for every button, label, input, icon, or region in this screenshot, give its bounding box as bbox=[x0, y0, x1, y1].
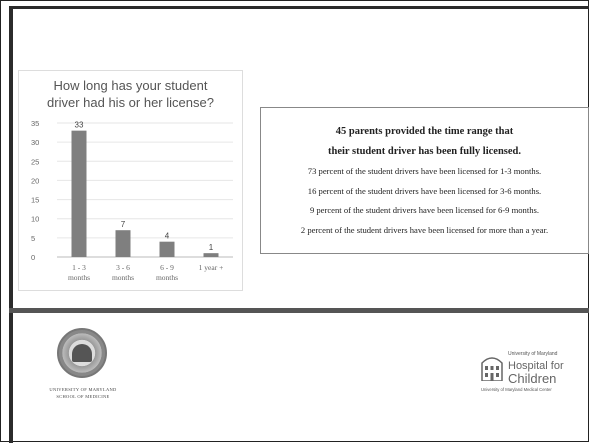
chart-title: How long has your student driver had his … bbox=[47, 78, 214, 110]
x-tick-label: 1 - 3 bbox=[72, 263, 86, 272]
x-tick-label: months bbox=[112, 273, 134, 282]
summary-line: 73 percent of the student drivers have b… bbox=[307, 166, 542, 176]
data-label: 4 bbox=[165, 232, 170, 241]
data-label: 7 bbox=[121, 220, 126, 229]
x-tick-label: 1 year + bbox=[199, 263, 224, 272]
data-label: 33 bbox=[75, 121, 84, 130]
y-tick-label: 25 bbox=[31, 157, 39, 166]
y-tick-label: 5 bbox=[31, 234, 35, 243]
x-tick-label: 3 - 6 bbox=[116, 263, 130, 272]
x-tick-label: months bbox=[68, 273, 90, 282]
data-label: 1 bbox=[209, 243, 214, 252]
y-tick-label: 35 bbox=[31, 119, 39, 128]
university-seal-icon bbox=[57, 328, 107, 378]
summary-line: 16 percent of the student drivers have b… bbox=[307, 185, 542, 196]
y-tick-label: 10 bbox=[31, 215, 39, 224]
x-tick-label: 6 - 9 bbox=[160, 263, 174, 272]
hospital-building-icon bbox=[481, 357, 503, 381]
university-logo: UNIVERSITY OF MARYLAND SCHOOL OF MEDICIN… bbox=[38, 324, 128, 410]
university-name: UNIVERSITY OF MARYLAND bbox=[49, 387, 117, 392]
hospital-tagline: University of Maryland Medical Center bbox=[481, 387, 552, 392]
chart-card: How long has your student driver had his … bbox=[18, 70, 243, 291]
y-tick-label: 15 bbox=[31, 196, 39, 205]
summary-box: 45 parents provided the time range that … bbox=[260, 107, 589, 254]
y-tick-label: 20 bbox=[31, 176, 39, 185]
school-name: SCHOOL OF MEDICINE bbox=[56, 394, 110, 399]
bar bbox=[71, 130, 87, 257]
bar bbox=[115, 230, 131, 257]
summary-headline-2: their student driver has been fully lice… bbox=[328, 146, 521, 157]
divider-bar bbox=[9, 308, 589, 313]
hospital-university-label: University of Maryland bbox=[508, 351, 558, 357]
hospital-logo: University of Maryland Hospital for Chil… bbox=[481, 351, 576, 401]
y-tick-label: 30 bbox=[31, 138, 39, 147]
y-tick-label: 0 bbox=[31, 253, 35, 262]
bar bbox=[203, 253, 219, 257]
top-frame bbox=[9, 6, 589, 308]
summary-line: 2 percent of the student drivers have be… bbox=[300, 224, 549, 235]
summary-headline-1: 45 parents provided the time range that bbox=[335, 126, 514, 137]
summary-line: 9 percent of the student drivers have be… bbox=[309, 205, 540, 215]
bar bbox=[159, 241, 175, 257]
bottom-frame bbox=[9, 313, 13, 443]
hospital-name-2: Children bbox=[508, 371, 557, 386]
hospital-name-1: Hospital for bbox=[508, 360, 564, 372]
x-tick-label: months bbox=[156, 273, 178, 282]
